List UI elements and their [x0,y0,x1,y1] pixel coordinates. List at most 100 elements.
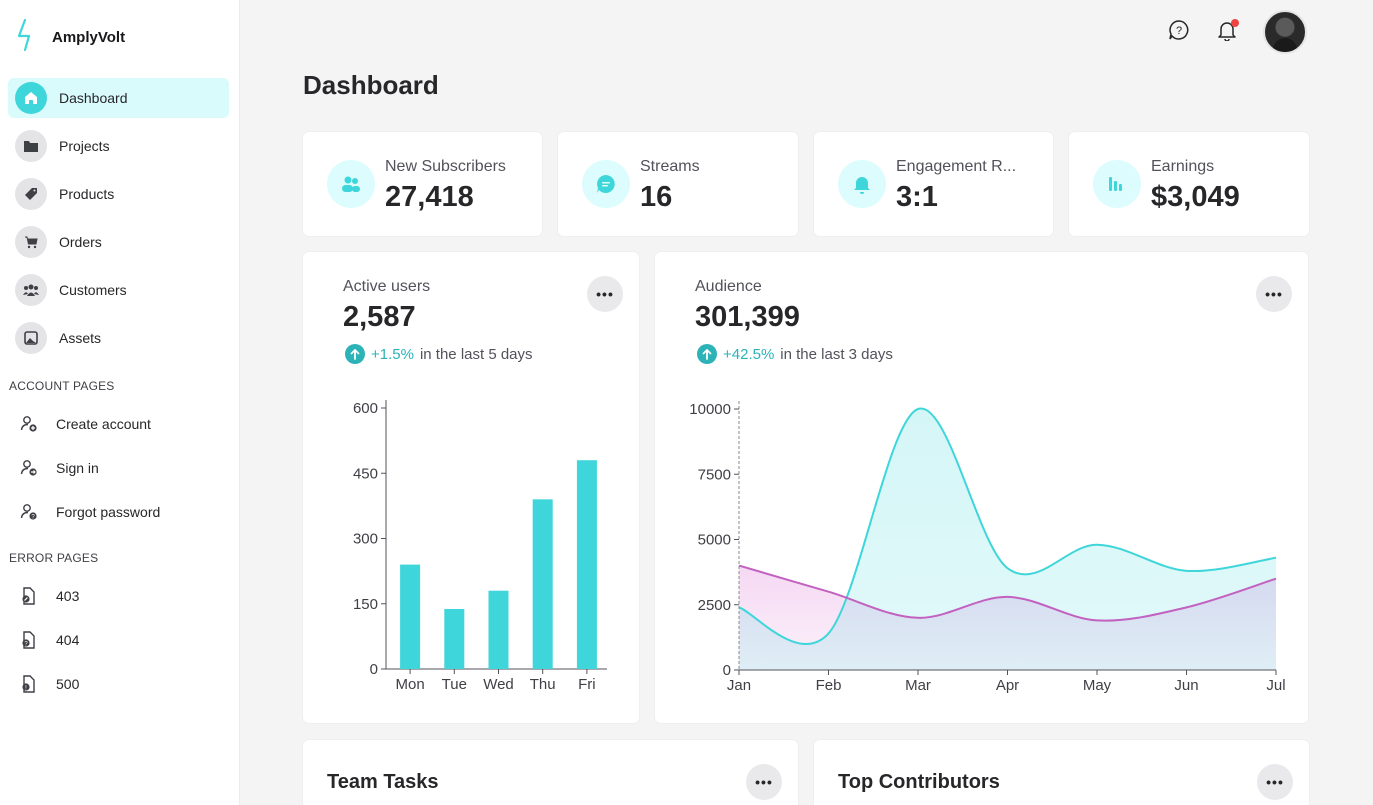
tag-icon [15,178,47,210]
sidebar-item-orders[interactable]: Orders [8,222,229,262]
file-lock-icon [18,585,40,607]
help-button[interactable]: ? [1166,19,1192,45]
audience-more-button[interactable]: ••• [1256,276,1292,312]
stat-value: 3:1 [896,181,938,213]
x-tick-label: Feb [816,677,842,694]
bar-mon [400,564,421,669]
brand[interactable]: AmplyVolt [16,18,125,57]
account-pages-heading: ACCOUNT PAGES [9,379,115,393]
audience-trend: +42.5% in the last 3 days [697,344,893,364]
svg-text:?: ? [1176,25,1182,37]
active-users-trend: +1.5% in the last 5 days [345,344,533,364]
trend-text: in the last 5 days [419,345,533,363]
trend-percent: +42.5% [723,345,775,363]
x-tick-label: Apr [996,677,1019,694]
audience-card: Audience 301,399 +42.5% in the last 3 da… [655,252,1308,723]
audience-label: Audience [695,278,762,295]
svg-text:?: ? [31,514,35,520]
image-icon [15,322,47,354]
notifications-button[interactable] [1214,19,1240,45]
stat-label: Earnings [1151,158,1215,175]
stat-card-earnings: Earnings $3,049 [1069,132,1309,236]
active-users-value: 2,587 [343,301,416,333]
sidebar-item-assets[interactable]: Assets [8,318,229,358]
arrow-up-icon [697,344,717,364]
y-tick-label: 450 [353,465,378,482]
user-plus-icon [18,413,40,435]
chat-icon [582,160,630,208]
team-tasks-card: Team Tasks ••• [303,740,798,805]
active-users-card: Active users 2,587 +1.5% in the last 5 d… [303,252,639,723]
active-users-bar-chart: 0 150 300 450 600 Mon Tue Wed Thu Fri [353,400,607,693]
sidebar-item-products[interactable]: Products [8,174,229,214]
bell-icon [838,160,886,208]
stat-value: $3,049 [1151,181,1240,213]
help-icon: ? [1168,19,1190,46]
user-arrow-icon [18,457,40,479]
bolt-logo-icon [16,18,42,57]
sidebar-item-label: Orders [59,234,102,250]
top-contributors-more-button[interactable]: ••• [1257,764,1293,800]
sidebar-item-dashboard[interactable]: Dashboard [8,78,229,118]
brand-name: AmplyVolt [52,29,126,46]
active-users-label: Active users [343,278,431,295]
cart-icon [15,226,47,258]
sidebar-item-create-account[interactable]: Create account [18,412,151,436]
team-tasks-more-button[interactable]: ••• [746,764,782,800]
x-tick-label: Mar [905,677,931,694]
y-tick-label: 150 [353,596,378,613]
sidebar-item-404[interactable]: ? 404 [18,628,79,652]
team-tasks-title: Team Tasks [327,771,439,793]
stat-value: 27,418 [385,181,474,213]
audience-value: 301,399 [695,301,800,333]
trend-percent: +1.5% [371,345,414,363]
bar-chart-icon [1093,160,1141,208]
x-tick-label: Fri [578,676,596,693]
x-tick-label: Jan [727,677,751,694]
sidebar-item-customers[interactable]: Customers [8,270,229,310]
stat-label: New Subscribers [385,158,506,175]
file-question-icon: ? [18,629,40,651]
notification-dot [1231,19,1239,27]
error-pages-heading: ERROR PAGES [9,551,99,565]
x-tick-label: Thu [530,676,556,693]
arrow-up-icon [345,344,365,364]
y-tick-label: 0 [723,662,731,679]
y-tick-label: 300 [353,531,378,548]
trend-text: in the last 3 days [780,345,893,363]
stat-card-subscribers: New Subscribers 27,418 [303,132,542,236]
x-tick-label: Mon [396,676,425,693]
sidebar-item-500[interactable]: ! 500 [18,672,79,696]
stat-value: 16 [640,181,673,213]
top-contributors-card: Top Contributors ••• [814,740,1309,805]
x-tick-label: Jul [1266,677,1285,694]
y-tick-label: 10000 [689,401,731,418]
sidebar-item-label: Assets [59,330,102,346]
home-icon [15,82,47,114]
page-title: Dashboard [303,70,439,100]
area-line-series-1 [738,407,1277,645]
area-line-series-2 [738,564,1277,622]
sidebar-item-label: 500 [56,676,80,692]
sidebar-item-label: Dashboard [59,90,128,106]
folder-icon [15,130,47,162]
sidebar-item-sign-in[interactable]: Sign in [18,456,99,480]
sidebar-item-label: 403 [56,588,80,604]
sidebar-item-label: Products [59,186,115,202]
sidebar-item-403[interactable]: 403 [18,584,79,608]
bell-icon [1216,19,1238,46]
users-icon [327,160,375,208]
users-icon [15,274,47,306]
stat-label: Streams [640,158,700,175]
x-tick-label: May [1083,677,1112,694]
bar-fri [576,460,597,669]
stat-label: Engagement R... [896,158,1017,175]
stat-card-streams: Streams 16 [558,132,798,236]
sidebar-item-forgot-password[interactable]: ? Forgot password [18,500,160,524]
sidebar: AmplyVolt Dashboard Projects Products Or… [0,0,240,805]
sidebar-item-label: Sign in [56,460,99,476]
y-tick-label: 2500 [698,597,731,614]
avatar[interactable] [1263,10,1307,54]
active-users-more-button[interactable]: ••• [587,276,623,312]
sidebar-item-projects[interactable]: Projects [8,126,229,166]
